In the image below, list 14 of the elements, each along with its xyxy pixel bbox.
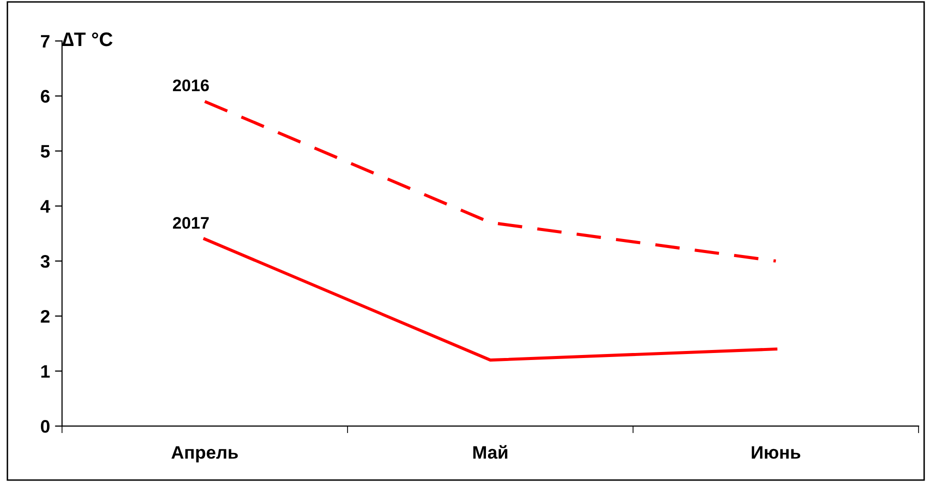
y-axis-title: ∆T °C — [62, 32, 113, 46]
series-label: 2017 — [172, 216, 209, 229]
x-tick-label: Апрель — [171, 446, 238, 462]
y-tick-label: 2 — [40, 310, 50, 323]
y-tick-label: 7 — [40, 35, 50, 48]
y-tick-label: 5 — [40, 145, 50, 158]
y-tick-label: 4 — [40, 200, 50, 213]
series-label: 2016 — [172, 79, 209, 92]
x-tick-label: Июнь — [752, 446, 800, 459]
y-tick-label: 3 — [40, 254, 50, 268]
x-tick-label: Май — [473, 445, 508, 459]
y-tick-label: 1 — [41, 365, 50, 378]
y-tick-label: 6 — [40, 90, 50, 103]
y-tick-label: 0 — [40, 420, 50, 433]
